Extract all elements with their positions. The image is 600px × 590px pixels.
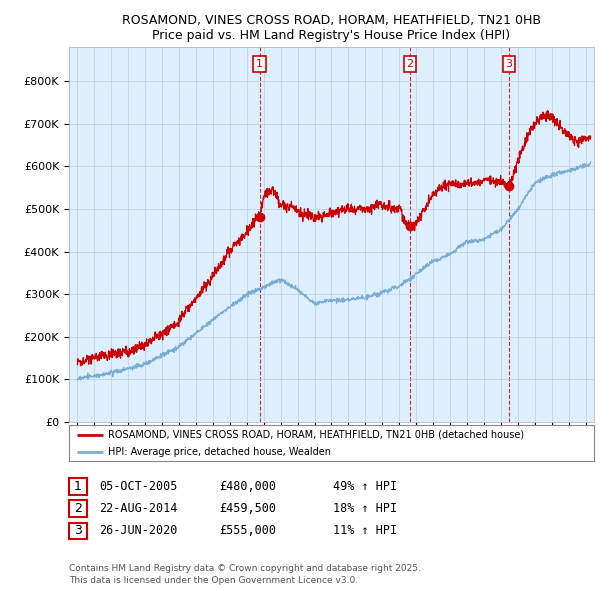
Text: 22-AUG-2014: 22-AUG-2014 (99, 502, 178, 515)
Text: £459,500: £459,500 (219, 502, 276, 515)
Text: £480,000: £480,000 (219, 480, 276, 493)
Text: 1: 1 (74, 480, 82, 493)
Text: 2: 2 (74, 502, 82, 515)
Text: £555,000: £555,000 (219, 525, 276, 537)
Text: 2: 2 (407, 59, 413, 69)
Text: 3: 3 (505, 59, 512, 69)
Text: 18% ↑ HPI: 18% ↑ HPI (333, 502, 397, 515)
Text: 26-JUN-2020: 26-JUN-2020 (99, 525, 178, 537)
Text: 1: 1 (256, 59, 263, 69)
Text: 3: 3 (74, 525, 82, 537)
Text: 05-OCT-2005: 05-OCT-2005 (99, 480, 178, 493)
Text: 49% ↑ HPI: 49% ↑ HPI (333, 480, 397, 493)
Text: HPI: Average price, detached house, Wealden: HPI: Average price, detached house, Weal… (109, 447, 331, 457)
Text: ROSAMOND, VINES CROSS ROAD, HORAM, HEATHFIELD, TN21 0HB (detached house): ROSAMOND, VINES CROSS ROAD, HORAM, HEATH… (109, 430, 524, 440)
Text: Contains HM Land Registry data © Crown copyright and database right 2025.
This d: Contains HM Land Registry data © Crown c… (69, 565, 421, 585)
Text: 11% ↑ HPI: 11% ↑ HPI (333, 525, 397, 537)
Title: ROSAMOND, VINES CROSS ROAD, HORAM, HEATHFIELD, TN21 0HB
Price paid vs. HM Land R: ROSAMOND, VINES CROSS ROAD, HORAM, HEATH… (122, 14, 541, 42)
